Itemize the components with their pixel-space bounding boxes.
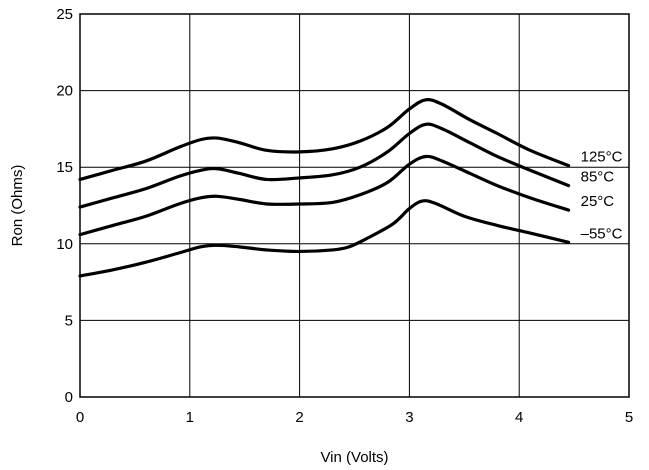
- x-tick-label-0: 0: [76, 409, 84, 426]
- x-tick-label-5: 5: [625, 409, 633, 426]
- series-label-3: –55°C: [581, 225, 623, 242]
- y-tick-label-3: 15: [56, 159, 73, 176]
- series-label-1: 85°C: [581, 169, 615, 186]
- y-tick-label-2: 10: [56, 236, 73, 253]
- y-axis-title: Ron (Ohms): [9, 165, 26, 247]
- y-tick-label-1: 5: [65, 312, 73, 329]
- x-axis-title: Vin (Volts): [320, 449, 388, 466]
- y-axis-ticks: 0 5 10 15 20 25: [56, 6, 73, 406]
- series-line-1: [78, 122, 571, 209]
- y-tick-label-5: 25: [56, 6, 73, 23]
- series-label-2: 25°C: [581, 193, 615, 210]
- x-tick-label-2: 2: [295, 409, 303, 426]
- y-tick-label-0: 0: [65, 389, 73, 406]
- series-label-0: 125°C: [581, 149, 623, 166]
- series-group: [78, 98, 571, 278]
- x-tick-label-1: 1: [186, 409, 194, 426]
- series-line-0: [78, 98, 571, 182]
- series-line-2: [78, 154, 571, 237]
- grid: [79, 13, 630, 398]
- x-tick-label-4: 4: [515, 409, 523, 426]
- series-line-3: [78, 199, 571, 278]
- series-labels: 125°C 85°C 25°C –55°C: [581, 149, 623, 243]
- x-axis-ticks: 0 1 2 3 4 5: [76, 409, 633, 426]
- plot-frame: [79, 13, 630, 398]
- y-tick-label-4: 20: [56, 83, 73, 100]
- x-tick-label-3: 3: [405, 409, 413, 426]
